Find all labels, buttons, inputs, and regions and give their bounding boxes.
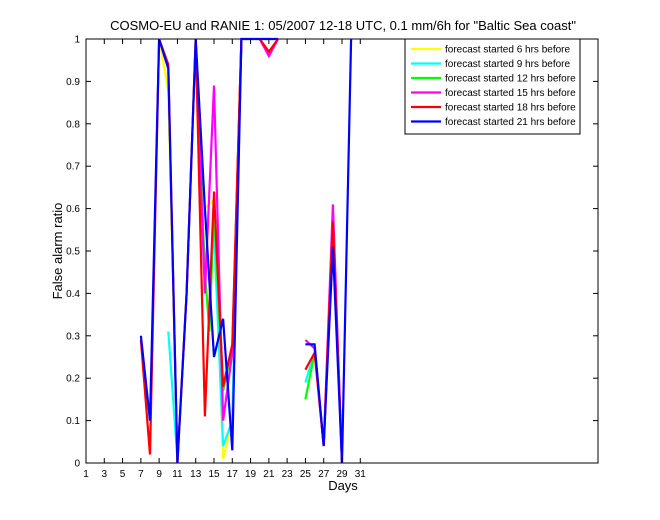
x-tick-label: 13 — [190, 469, 202, 480]
x-tick-label: 15 — [208, 469, 220, 480]
y-tick-label: 0.1 — [66, 416, 80, 427]
x-tick-label: 21 — [263, 469, 275, 480]
x-tick-label: 11 — [172, 469, 183, 480]
legend-entry: forecast started 18 hrs before — [445, 103, 576, 114]
series-line — [139, 37, 278, 464]
y-tick-label: 0.4 — [66, 289, 80, 300]
x-tick-label: 23 — [282, 469, 294, 480]
x-tick-label: 29 — [336, 469, 348, 480]
x-tick-label: 1 — [83, 469, 89, 480]
y-tick-label: 0.7 — [66, 162, 80, 173]
x-tick-label: 9 — [156, 469, 162, 480]
chart-title: COSMO-EU and RANIE 1: 05/2007 12-18 UTC,… — [110, 18, 576, 33]
x-tick-label: 7 — [138, 469, 144, 480]
x-tick-label: 19 — [245, 469, 257, 480]
y-tick-label: 0.8 — [66, 119, 80, 130]
x-tick-label: 27 — [318, 469, 330, 480]
legend-box — [404, 38, 581, 135]
y-tick-label: 1 — [74, 35, 80, 46]
x-axis: 1 3 5 7 9 11 13 15 17 19 21 23 25 27 29 31 — [83, 39, 366, 480]
legend-entry: forecast started 21 hrs before — [445, 117, 576, 128]
series-6 — [139, 37, 353, 464]
y-tick-label: 0.6 — [66, 204, 80, 215]
x-tick-label: 25 — [300, 469, 312, 480]
y-axis: 0 0.1 0.2 0.3 0.4 0.5 0.6 0.7 0.8 0.9 1 — [66, 35, 598, 470]
y-tick-label: 0.3 — [66, 331, 80, 342]
legend-entry: forecast started 15 hrs before — [445, 88, 576, 99]
series-line — [258, 38, 279, 54]
x-tick-label: 5 — [120, 469, 126, 480]
y-tick-label: 0.2 — [66, 374, 80, 385]
x-axis-label: Days — [328, 478, 358, 493]
y-axis-label: False alarm ratio — [50, 203, 65, 300]
legend: forecast started 6 hrs before forecast st… — [404, 38, 581, 135]
x-tick-label: 31 — [355, 469, 367, 480]
y-tick-label: 0 — [74, 459, 80, 470]
legend-entry: forecast started 9 hrs before — [445, 59, 571, 70]
x-tick-label: 17 — [227, 469, 239, 480]
x-tick-label: 3 — [102, 469, 108, 480]
legend-entry: forecast started 6 hrs before — [445, 45, 571, 56]
y-tick-label: 0.5 — [66, 247, 80, 258]
series-layer — [139, 37, 353, 464]
series-line — [305, 38, 353, 464]
y-tick-label: 0.9 — [66, 77, 80, 88]
legend-entry: forecast started 12 hrs before — [445, 74, 576, 85]
series-line — [304, 352, 316, 400]
